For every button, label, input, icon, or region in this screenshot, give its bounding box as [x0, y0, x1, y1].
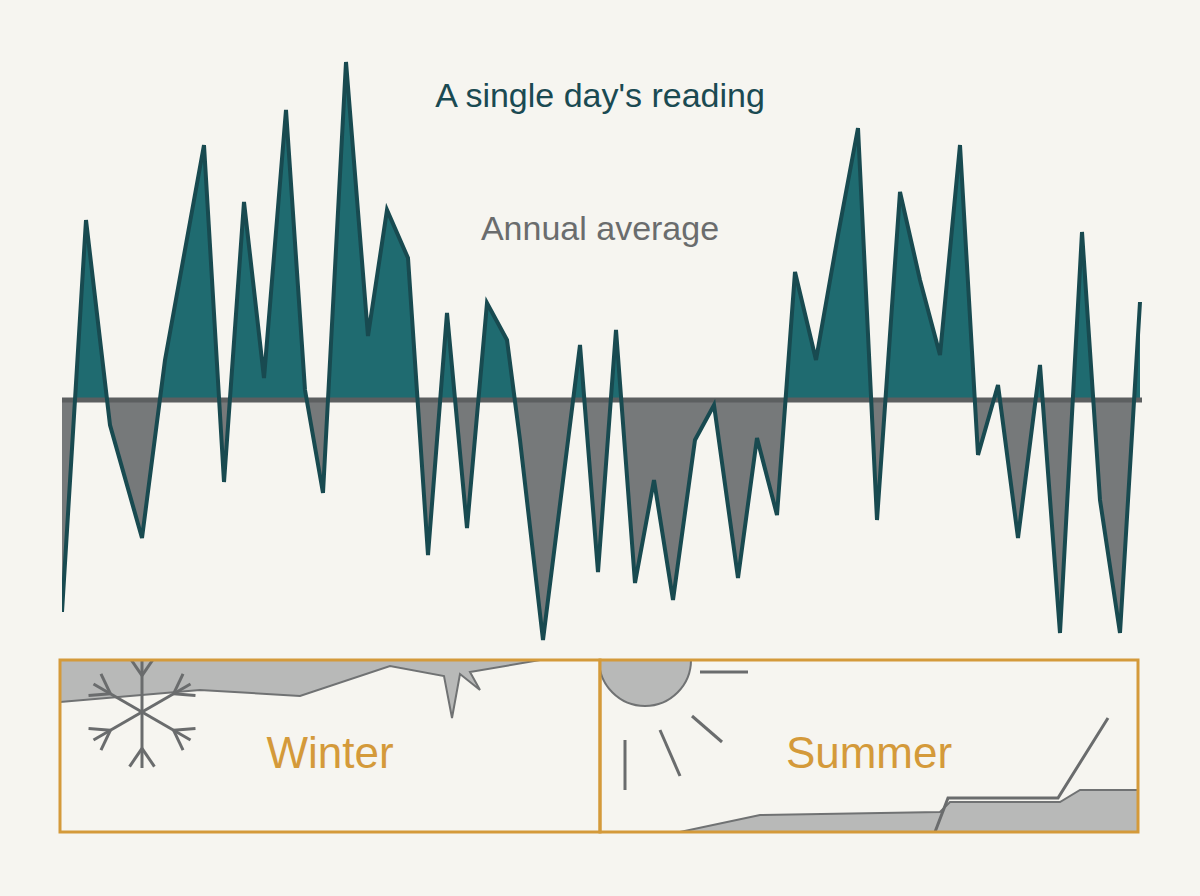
snowflake-branch	[174, 674, 184, 694]
snowflake-branch	[89, 729, 111, 731]
average-label: Annual average	[481, 209, 719, 247]
snowflake-arm	[142, 684, 190, 712]
snowflake-branch	[130, 660, 142, 676]
average-line	[62, 398, 1142, 403]
snowflake-branch	[174, 730, 184, 750]
snowflake-branch	[174, 729, 196, 731]
snowflake-branch	[101, 730, 111, 750]
snowflake-arm	[141, 660, 144, 712]
snowflake-branch	[130, 748, 142, 766]
reading-line	[62, 62, 1140, 640]
season-panel: Summer	[599, 614, 1138, 832]
title: A single day's reading	[435, 76, 765, 114]
snowflake-branch	[101, 674, 111, 694]
snowflake-arm	[94, 712, 142, 740]
snowflake-branch	[142, 660, 154, 676]
area-below-average	[62, 400, 1140, 640]
ground-band	[680, 790, 1138, 832]
snowflake-arm	[142, 712, 190, 740]
snowflake-arm	[141, 712, 144, 768]
season-panel: Winter	[60, 656, 600, 832]
sun-ray	[700, 671, 748, 674]
plot-area	[62, 62, 1142, 640]
season-label: Summer	[786, 728, 952, 777]
panel-frame	[600, 660, 1138, 832]
area-above-average	[62, 62, 1140, 400]
snowflake-branch	[89, 694, 111, 696]
sun-ray	[624, 740, 627, 790]
season-label: Winter	[266, 728, 393, 777]
sun	[600, 660, 691, 706]
season-icon	[600, 660, 1138, 832]
snow-band	[60, 660, 540, 718]
rise-line	[935, 718, 1108, 832]
sun-ray	[692, 716, 722, 742]
snowflake-arm	[94, 684, 142, 712]
sun-ray	[660, 730, 680, 776]
snowflake-branch	[174, 694, 196, 696]
chart: A single day's reading Annual average Wint…	[0, 0, 1200, 896]
panel-frame	[60, 660, 600, 832]
snowflake-branch	[142, 748, 154, 766]
